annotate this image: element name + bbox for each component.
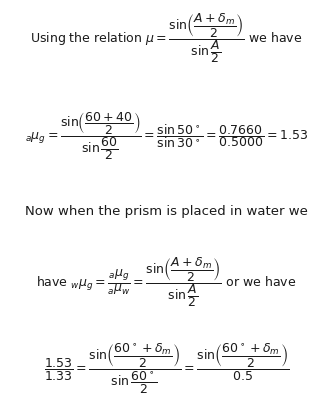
Text: Now when the prism is placed in water we: Now when the prism is placed in water we	[25, 205, 308, 218]
Text: ${}_a\mu_g = \dfrac{\sin\!\left(\dfrac{60+40}{2}\right)}{\sin\dfrac{60}{2}} = \d: ${}_a\mu_g = \dfrac{\sin\!\left(\dfrac{6…	[25, 110, 308, 162]
Text: Using the relation $\mu = \dfrac{\sin\!\left(\dfrac{A+\delta_m}{2}\right)}{\sin\: Using the relation $\mu = \dfrac{\sin\!\…	[30, 11, 303, 64]
Text: $\dfrac{1.53}{1.33} = \dfrac{\sin\!\left(\dfrac{60^\circ+\delta_m}{2}\right)}{\s: $\dfrac{1.53}{1.33} = \dfrac{\sin\!\left…	[44, 342, 289, 397]
Text: have ${}_{w}\mu_g = \dfrac{{}_{a}\mu_g}{{}_{a}\mu_w} = \dfrac{\sin\!\left(\dfrac: have ${}_{w}\mu_g = \dfrac{{}_{a}\mu_g}{…	[36, 256, 297, 310]
